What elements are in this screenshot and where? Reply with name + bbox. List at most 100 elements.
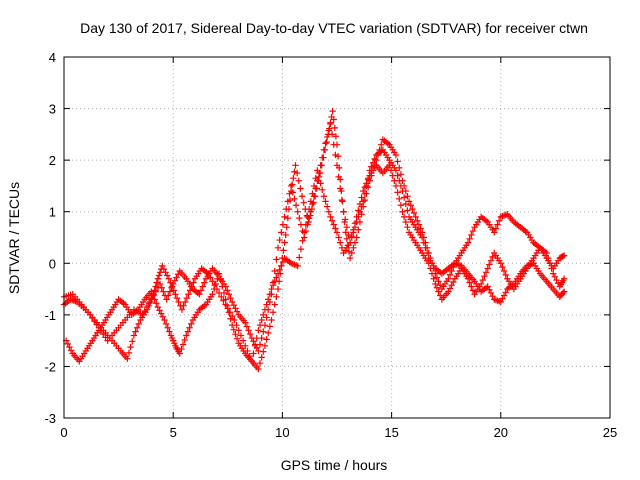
- data-point: [378, 141, 385, 148]
- data-point: [273, 274, 280, 281]
- data-point: [268, 291, 275, 298]
- data-point: [154, 275, 162, 282]
- data-point: [258, 334, 265, 342]
- data-layer: [60, 107, 568, 373]
- data-point: [148, 296, 155, 303]
- data-point: [165, 292, 172, 299]
- data-point: [548, 265, 555, 272]
- data-point: [305, 214, 313, 222]
- data-point: [494, 221, 501, 228]
- x-tick-label: 0: [60, 425, 67, 440]
- data-point: [66, 343, 73, 351]
- data-point: [335, 234, 342, 241]
- data-point: [178, 306, 186, 313]
- data-point: [292, 202, 300, 209]
- data-point: [133, 324, 141, 331]
- data-point: [273, 256, 280, 263]
- data-point: [201, 279, 208, 286]
- data-point: [248, 334, 256, 342]
- data-point: [130, 332, 138, 339]
- data-point: [224, 302, 231, 310]
- data-point: [256, 341, 264, 348]
- data-point: [560, 288, 568, 295]
- data-point: [559, 289, 567, 297]
- data-point: [166, 328, 173, 335]
- data-point: [325, 127, 333, 134]
- data-point: [402, 200, 409, 208]
- data-point: [260, 311, 267, 319]
- data-point: [341, 216, 349, 223]
- data-point: [225, 291, 233, 298]
- data-point: [139, 311, 146, 319]
- data-point: [258, 316, 265, 324]
- data-point: [67, 347, 75, 354]
- data-point: [289, 181, 296, 188]
- data-point: [180, 302, 187, 310]
- data-point: [296, 254, 303, 261]
- data-point: [358, 203, 365, 210]
- data-point: [404, 207, 411, 214]
- data-point: [170, 280, 177, 288]
- data-point: [327, 120, 334, 128]
- data-point: [397, 171, 405, 178]
- data-point: [265, 306, 272, 313]
- data-point: [212, 280, 219, 288]
- data-point: [143, 303, 151, 311]
- data-point: [366, 167, 373, 174]
- data-point: [87, 311, 94, 319]
- data-point: [551, 273, 559, 281]
- data-point: [224, 287, 231, 294]
- data-point: [351, 223, 359, 231]
- data-point: [448, 282, 455, 289]
- data-point: [158, 284, 165, 291]
- data-point: [420, 239, 428, 246]
- data-point: [410, 209, 418, 217]
- data-point: [154, 303, 162, 311]
- data-point: [222, 283, 229, 290]
- plot-frame: [63, 56, 611, 419]
- data-point: [394, 172, 401, 179]
- data-point: [175, 298, 182, 306]
- data-point: [428, 270, 436, 277]
- data-point: [361, 190, 369, 197]
- data-point: [404, 223, 411, 231]
- data-point: [469, 287, 477, 294]
- data-point: [332, 133, 340, 140]
- data-point: [209, 291, 216, 298]
- data-point: [546, 260, 554, 267]
- data-point: [265, 329, 272, 337]
- data-point: [484, 283, 491, 290]
- x-tick-label: 10: [275, 425, 289, 440]
- data-point: [255, 365, 262, 373]
- data-point: [317, 180, 324, 187]
- y-tick-label: 4: [49, 50, 56, 65]
- data-point: [364, 174, 372, 182]
- data-point: [550, 270, 557, 277]
- data-point: [231, 316, 238, 324]
- x-tick-label: 5: [170, 425, 177, 440]
- data-point: [263, 336, 270, 343]
- data-point: [235, 327, 242, 334]
- data-point: [330, 221, 337, 228]
- data-point: [243, 323, 251, 330]
- data-point: [125, 349, 133, 357]
- data-point: [487, 289, 495, 297]
- data-point: [392, 167, 400, 174]
- data-point: [233, 335, 241, 342]
- data-point: [283, 205, 290, 213]
- data-point: [279, 258, 287, 266]
- data-point: [446, 271, 454, 279]
- data-point: [396, 195, 403, 203]
- x-tick-label: 15: [384, 425, 398, 440]
- data-point: [479, 276, 486, 284]
- data-point: [183, 294, 191, 302]
- data-point: [399, 208, 406, 215]
- data-point: [489, 292, 496, 300]
- data-point: [319, 154, 326, 161]
- data-point: [320, 146, 328, 154]
- data-point: [397, 202, 405, 209]
- data-point: [360, 198, 367, 205]
- data-point: [284, 214, 292, 222]
- data-point: [486, 286, 493, 293]
